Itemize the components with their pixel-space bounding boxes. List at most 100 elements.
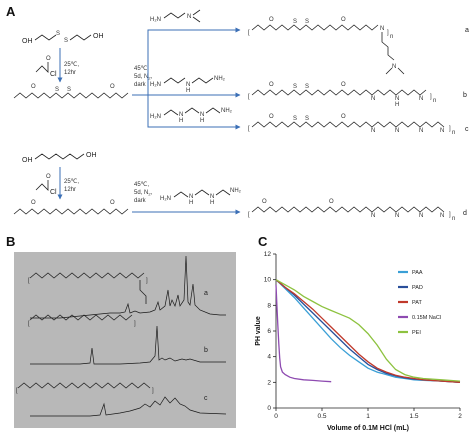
amine-d-h2n: H₂N [160, 196, 171, 202]
step1-temp: 25℃, [64, 62, 79, 68]
y-tick-label: 2 [267, 379, 271, 386]
product-d: [ O O N N N N ] n d [248, 199, 467, 222]
y-tick-label: 10 [264, 277, 272, 284]
y-tick-label: 4 [267, 354, 271, 361]
acryloyl-cl: Cl [50, 71, 57, 78]
product-b: [ O S S O N N H N ] n b [248, 82, 467, 108]
prod-b-n2: N [395, 96, 399, 102]
product-d-label: d [463, 210, 467, 217]
x-tick-label: 0.5 [317, 413, 326, 420]
x-tick-label: 0 [274, 413, 278, 420]
polymerization-conditions-2: 45℃, 5d, N2, dark [134, 182, 153, 204]
y-tick-label: 0 [267, 405, 271, 412]
prod-c-n4: N [440, 128, 444, 134]
hexanediol-oh-right: OH [86, 152, 97, 159]
amine-d-h1: H [189, 200, 193, 206]
acryloyl-o-2: O [46, 174, 51, 180]
amine-d-nh2: NH₂ [230, 188, 242, 194]
amine-c-h2n: H₂N [150, 114, 161, 120]
amine-c: H₂N N H N H NH₂ [150, 107, 233, 124]
spectrum-c [30, 396, 227, 417]
prod-b-s1: S [293, 84, 297, 90]
prod-c-n1: N [371, 128, 375, 134]
hexanediol-oh-left: OH [22, 157, 33, 164]
acryloyl-o: O [46, 56, 51, 62]
amine-b-n: N [186, 82, 190, 88]
x-tick-label: 1 [366, 413, 370, 420]
series-line-pei [275, 279, 461, 382]
amine-c-h2: H [200, 118, 204, 124]
panel-c: C 0 2 4 6 8 10 12 0 0.5 1 1.5 2 Volume of 0.1M HCl (… [255, 234, 462, 432]
amine-b-h2n: H₂N [150, 82, 161, 88]
s-atom-2: S [64, 38, 68, 44]
disulfide-diol-structure: OH S S OH [22, 31, 104, 45]
prod-a-n-index: n [390, 34, 393, 40]
spectrum-a-label: a [204, 290, 208, 297]
legend-label: PAA [412, 270, 423, 276]
prod-b-s2: S [305, 84, 309, 90]
spectrum-c-structure: [ ] [16, 382, 154, 394]
diol-oh-left: OH [22, 38, 33, 45]
ester-o-4: O [110, 200, 115, 206]
prod-d-o2: O [329, 199, 334, 205]
prod-d-n-index: n [452, 216, 455, 222]
amine-c-nh2: NH₂ [221, 108, 233, 114]
panel-a: A OH S S OH O Cl 25℃, 12hr O S S O [6, 4, 469, 222]
prod-a-s2: S [305, 19, 309, 25]
prod-c-n2: N [395, 128, 399, 134]
ester-o-1: O [31, 84, 36, 90]
step1-time: 12hr [64, 70, 76, 76]
svg-text:[: [ [16, 388, 18, 394]
series-line-0-15m-nacl [275, 284, 332, 383]
panel-c-letter: C [258, 234, 268, 249]
legend-label: PAD [412, 285, 423, 291]
x-tick-label: 2 [458, 413, 462, 420]
diol-oh-right: OH [93, 33, 104, 40]
prod-d-o1: O [262, 199, 267, 205]
s-atom-1: S [56, 31, 60, 37]
poly1-temp: 45℃, [134, 66, 149, 72]
prod-b-n3: N [419, 96, 423, 102]
amine-d-h2: H [210, 200, 214, 206]
series-line-pad [275, 279, 461, 383]
product-c-label: c [465, 126, 469, 133]
prod-b-n-index: n [433, 98, 436, 104]
prod-a-n: N [380, 26, 384, 32]
prod-d-n4: N [440, 213, 444, 219]
svg-text:]: ] [449, 126, 451, 132]
acryloyl-cl-2: Cl [50, 189, 57, 196]
s-atom-4: S [67, 87, 71, 93]
y-tick-label: 8 [267, 302, 271, 309]
amine-b: H₂N N H NH₂ [150, 76, 226, 94]
prod-d-n1: N [371, 213, 375, 219]
svg-text:]: ] [146, 278, 148, 284]
nmr-background [14, 252, 236, 428]
svg-text:]: ] [387, 30, 389, 36]
poly2-dark: dark [134, 198, 147, 204]
spectrum-b [30, 325, 226, 365]
hexanediol-diacrylate: O O [13, 200, 129, 215]
legend-label: 0.15M NaCl [412, 315, 441, 321]
step2: O Cl 25℃, 12hr [35, 167, 79, 200]
amine-c-h1: H [179, 118, 183, 124]
amine-a-h2n: H₂N [150, 17, 161, 23]
amine-d: H₂N N H N H NH₂ [160, 188, 242, 206]
prod-c-n-index: n [452, 130, 455, 136]
disulfide-diacrylate: O S S O [13, 84, 129, 99]
poly2-time: 5d, N2, [134, 190, 153, 197]
polymerization-conditions-1: 45℃, 5d, N2, dark [134, 66, 153, 88]
prod-c-o2: O [341, 114, 346, 120]
prod-a-o1: O [269, 17, 274, 23]
poly1-dark: dark [134, 82, 147, 88]
amine-d-n1: N [189, 194, 193, 200]
step1: O Cl 25℃, 12hr [35, 48, 79, 83]
svg-text:[: [ [248, 30, 250, 36]
prod-c-o1: O [269, 114, 274, 120]
prod-a-s1: S [293, 19, 297, 25]
svg-text:]: ] [152, 388, 154, 394]
prod-c-s1: S [293, 116, 297, 122]
amine-c-n1: N [179, 112, 183, 118]
prod-a-o2: O [341, 17, 346, 23]
spectrum-a [30, 255, 226, 319]
